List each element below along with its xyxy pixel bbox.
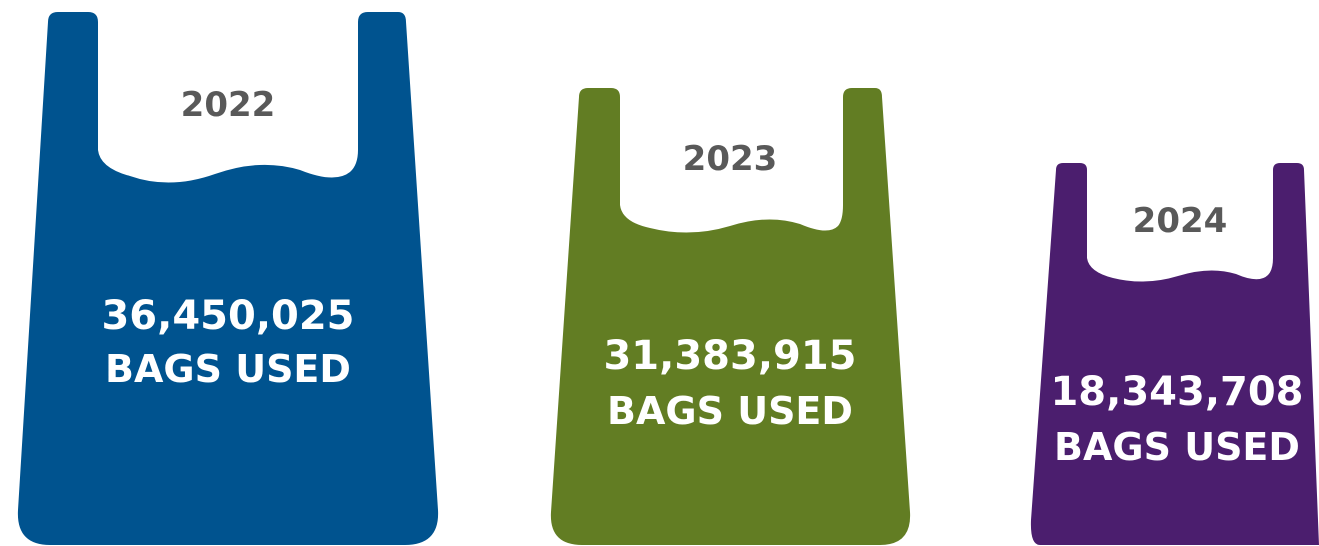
bag-2022-year: 2022 [180, 85, 276, 125]
bag-shape [17, 12, 439, 545]
bag-shape [1030, 163, 1319, 545]
bag-shape [550, 88, 911, 545]
bag-2023-caption: BAGS USED [607, 389, 853, 433]
bag-2022-caption: BAGS USED [105, 347, 351, 391]
bag-2024-count: 18,343,708 [1050, 369, 1304, 415]
bag-2022-count: 36,450,025 [101, 293, 355, 339]
bag-2024-year: 2024 [1132, 201, 1228, 241]
bag-2023-year: 2023 [682, 139, 778, 179]
bag-2023-count: 31,383,915 [603, 333, 857, 379]
bag-2024-caption: BAGS USED [1054, 425, 1300, 469]
